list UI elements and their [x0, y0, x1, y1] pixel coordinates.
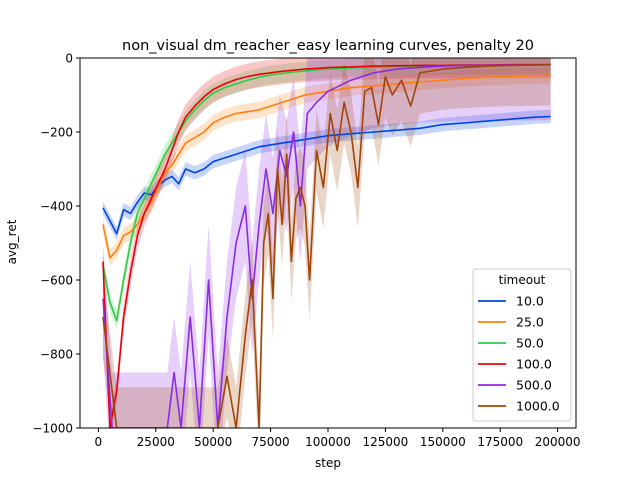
y-tick-label-3: −600 [40, 274, 73, 288]
series-line-0 [102, 115, 551, 235]
legend: timeout 10.0 25.0 50.0 100.0 500.0 1000.0 [472, 268, 572, 422]
x-tick-label-6: 150000 [420, 435, 466, 449]
legend-box [472, 268, 572, 422]
legend-label-3: 100.0 [516, 357, 552, 372]
y-axis-label: avg_ret [5, 219, 19, 264]
x-tick-label-0: 0 [95, 435, 103, 449]
y-tick-label-0: 0 [65, 52, 73, 66]
x-tick-label-2: 50000 [194, 435, 232, 449]
x-tick-label-5: 125000 [363, 435, 409, 449]
series-line-3 [102, 63, 551, 428]
series-band-1 [103, 66, 551, 266]
legend-label-4: 500.0 [516, 378, 552, 393]
series-line-5 [102, 63, 551, 428]
x-tick-label-7: 175000 [477, 435, 523, 449]
legend-label-2: 50.0 [516, 336, 544, 351]
x-axis-label: step [315, 456, 341, 470]
series-band-4 [103, 58, 551, 428]
y-tick-label-5: −1000 [32, 422, 73, 436]
series-line-4 [102, 63, 551, 428]
legend-label-5: 1000.0 [516, 399, 560, 414]
y-tick-label-1: −200 [40, 126, 73, 140]
legend-label-0: 10.0 [516, 294, 544, 309]
y-tick-label-4: −800 [40, 348, 73, 362]
x-tick-label-8: 200000 [535, 435, 581, 449]
x-tick-label-4: 100000 [305, 435, 351, 449]
legend-title: timeout [499, 273, 546, 287]
y-tick-label-2: −400 [40, 200, 73, 214]
legend-label-1: 25.0 [516, 315, 544, 330]
x-tick-label-3: 75000 [251, 435, 289, 449]
chart-title: non_visual dm_reacher_easy learning curv… [122, 38, 534, 54]
x-tick-label-1: 25000 [137, 435, 175, 449]
series-band-5 [103, 58, 551, 428]
